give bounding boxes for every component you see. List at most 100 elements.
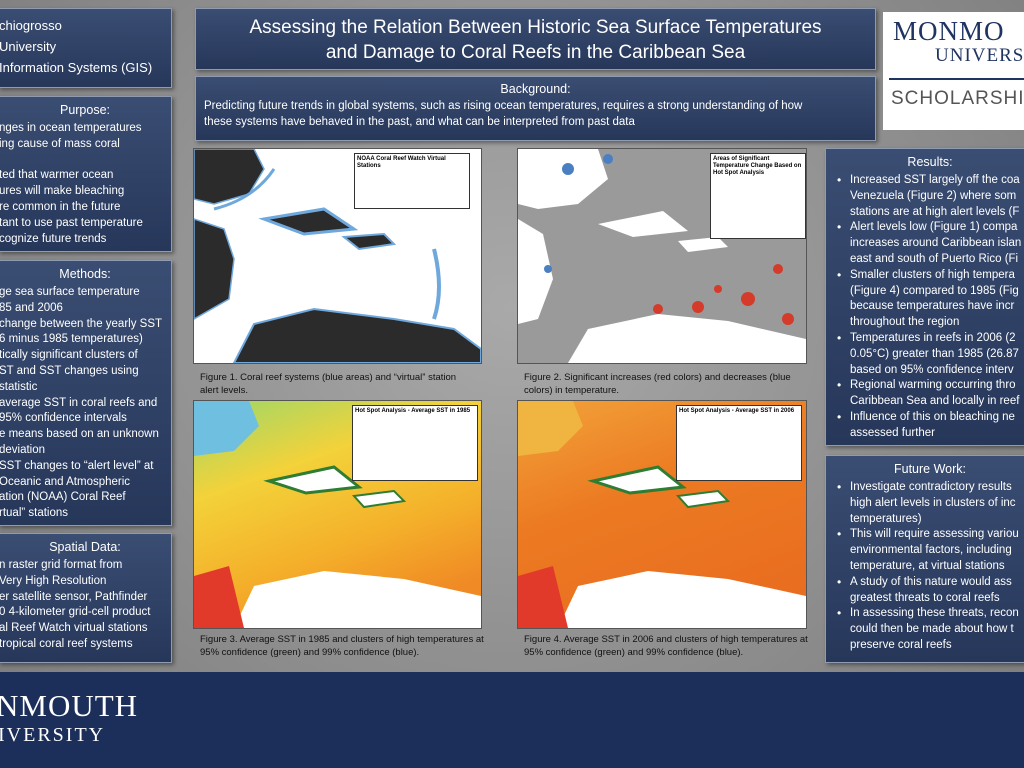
text-line: al Reef Watch virtual stations: [0, 622, 148, 635]
caption-line: alert levels.: [200, 384, 249, 396]
footer-name: NMOUTH: [0, 688, 139, 723]
text-line: based on 95% confidence interv: [850, 363, 1014, 376]
text-line: [0, 153, 171, 169]
text-line: Predicting future trends in global syste…: [204, 100, 803, 112]
logo-name: UNIVERS: [935, 45, 1024, 66]
text-line: could then be made about how t: [850, 623, 1014, 636]
text-line: rtual” stations: [0, 507, 69, 520]
text-line: (Figure 4) compared to 1985 (Fig: [850, 284, 1019, 297]
text-line: stations are at high alert levels (F: [850, 205, 1020, 218]
methods-box: Methods: ge sea surface temperature 85 an…: [0, 260, 172, 526]
section-title: Background:: [500, 82, 571, 96]
text-line: SST changes to “alert level” at: [0, 459, 154, 472]
bullet-item: Regional warming occurring thro Caribbean…: [826, 378, 1024, 410]
section-lines: nges in ocean temperatures ing cause of m…: [0, 121, 171, 247]
section-title: Purpose:: [59, 103, 111, 117]
logo-tagline: SCHOLARSHI: [891, 88, 1024, 109]
map-legend: Hot Spot Analysis - Average SST in 2006: [676, 405, 802, 481]
caption-line: Figure 3. Average SST in 1985 and cluste…: [200, 634, 484, 645]
text-line: Venezuela (Figure 2) where som: [850, 189, 1017, 202]
text-line: University: [0, 39, 57, 54]
text-line: Regional warming occurring thro: [850, 379, 1016, 392]
text-line: Investigate contradictory results: [850, 481, 1012, 493]
text-line: Oceanic and Atmospheric: [0, 475, 131, 488]
text-line: n raster grid format from: [0, 559, 123, 571]
map-legend: Areas of Significant Temperature Change …: [710, 153, 806, 239]
text-line: chiogrosso: [0, 18, 62, 33]
map-figure: Hot Spot Analysis - Average SST in 2006: [517, 400, 807, 629]
title-box: Assessing the Relation Between Historic …: [195, 8, 876, 70]
text-line: Very High Resolution: [0, 574, 107, 587]
text-line: Caribbean Sea and locally in reef: [850, 395, 1020, 408]
map: [194, 401, 481, 628]
text-line: tropical coral reef systems: [0, 637, 133, 650]
bullet-list: Increased SST largely off the coa Venezue…: [826, 173, 1024, 442]
bullet-item: Alert levels low (Figure 1) compa increas…: [826, 220, 1024, 267]
text-line: these systems have behaved in the past, …: [204, 116, 635, 128]
text-line: because temperatures have incr: [850, 300, 1015, 313]
logo: MONMO UNIVERS SCHOLARSHI: [883, 12, 1024, 130]
text-line: environmental factors, including: [850, 544, 1012, 557]
bullet-item: Investigate contradictory results high al…: [826, 480, 1024, 527]
title-lines: Assessing the Relation Between Historic …: [196, 15, 875, 65]
bullet-item: A study of this nature would ass greatest…: [826, 575, 1024, 607]
section-title: Methods:: [59, 267, 111, 281]
map-legend: Hot Spot Analysis - Average SST in 1985: [352, 405, 478, 481]
text-line: Smaller clusters of high tempera: [850, 268, 1015, 281]
text-line: tant to use past temperature: [0, 216, 143, 229]
text-line: Assessing the Relation Between Historic …: [249, 17, 822, 38]
results-box: Results: Increased SST largely off the c…: [825, 148, 1024, 446]
text-line: ation (NOAA) Coral Reef: [0, 491, 126, 504]
text-line: statistic: [0, 380, 38, 393]
future-box: Future Work: Investigate contradictory r…: [825, 455, 1024, 663]
author-box: chiogrosso University Information Systems …: [0, 8, 172, 88]
caption-line: colors) in temperature.: [524, 384, 620, 396]
section-lines: Predicting future trends in global syste…: [196, 98, 875, 130]
bullet-item: Smaller clusters of high tempera (Figure …: [826, 268, 1024, 331]
text-line: ing cause of mass coral: [0, 137, 120, 150]
text-line: 0 4-kilometer grid-cell product: [0, 606, 151, 619]
section-lines: ge sea surface temperature 85 and 2006 cha…: [0, 285, 171, 522]
text-line: tically significant clusters of: [0, 349, 138, 362]
text-line: Information Systems (GIS): [0, 60, 153, 75]
text-line: east and south of Puerto Rico (Fi: [850, 252, 1019, 265]
text-line: preserve coral reefs: [850, 638, 952, 651]
text-line: In assessing these threats, recon: [850, 607, 1019, 620]
figure-caption: Figure 1. Coral reef systems (blue areas…: [200, 372, 456, 397]
bullet-item: This will require assessing variou enviro…: [826, 527, 1024, 574]
map: [194, 149, 481, 363]
figure-caption: Figure 4. Average SST in 2006 and cluste…: [524, 634, 808, 659]
text-line: throughout the region: [850, 316, 960, 329]
text-line: A study of this nature would ass: [850, 575, 1012, 588]
footer-name: IVERSITY: [0, 724, 106, 746]
caption-line: Figure 2. Significant increases (red col…: [524, 372, 791, 383]
text-line: This will require assessing variou: [850, 528, 1019, 541]
figure-caption: Figure 3. Average SST in 1985 and cluste…: [200, 634, 484, 659]
caption-line: Figure 1. Coral reef systems (blue areas…: [200, 372, 457, 383]
bullet-item: Influence of this on bleaching ne assesse…: [826, 410, 1024, 442]
text-line: e means based on an unknown: [0, 428, 159, 441]
text-line: cognize future trends: [0, 232, 107, 245]
caption-line: 95% confidence (green) and 99% confidenc…: [524, 646, 744, 658]
text-line: increases around Caribbean islan: [850, 237, 1022, 250]
author-lines: chiogrosso University Information Systems …: [0, 15, 171, 78]
text-line: nges in ocean temperatures: [0, 122, 142, 134]
section-title: Future Work:: [893, 462, 966, 476]
text-line: ge sea surface temperature: [0, 286, 140, 298]
map-figure: Hot Spot Analysis - Average SST in 1985: [193, 400, 482, 629]
section-title: Results:: [907, 155, 953, 169]
text-line: temperature, at virtual stations: [850, 559, 1005, 572]
text-line: high alert levels in clusters of inc: [850, 496, 1016, 509]
text-line: greatest threats to coral reefs: [850, 591, 1000, 604]
background-box: Background: Predicting future trends in …: [195, 76, 876, 141]
footer: NMOUTH IVERSITY: [0, 672, 1024, 768]
map-figure: NOAA Coral Reef Watch Virtual Stations: [193, 148, 482, 364]
text-line: er satellite sensor, Pathfinder: [0, 590, 148, 603]
text-line: deviation: [0, 443, 46, 456]
caption-line: 95% confidence (green) and 99% confidenc…: [200, 646, 420, 658]
spatial-box: Spatial Data: n raster grid format from V…: [0, 533, 172, 663]
bullet-item: Temperatures in reefs in 2006 (2 0.05°C) …: [826, 331, 1024, 378]
text-line: temperatures): [850, 512, 922, 525]
text-line: and Damage to Coral Reefs in the Caribbe…: [325, 42, 746, 63]
bullet-item: In assessing these threats, recon could t…: [826, 606, 1024, 653]
